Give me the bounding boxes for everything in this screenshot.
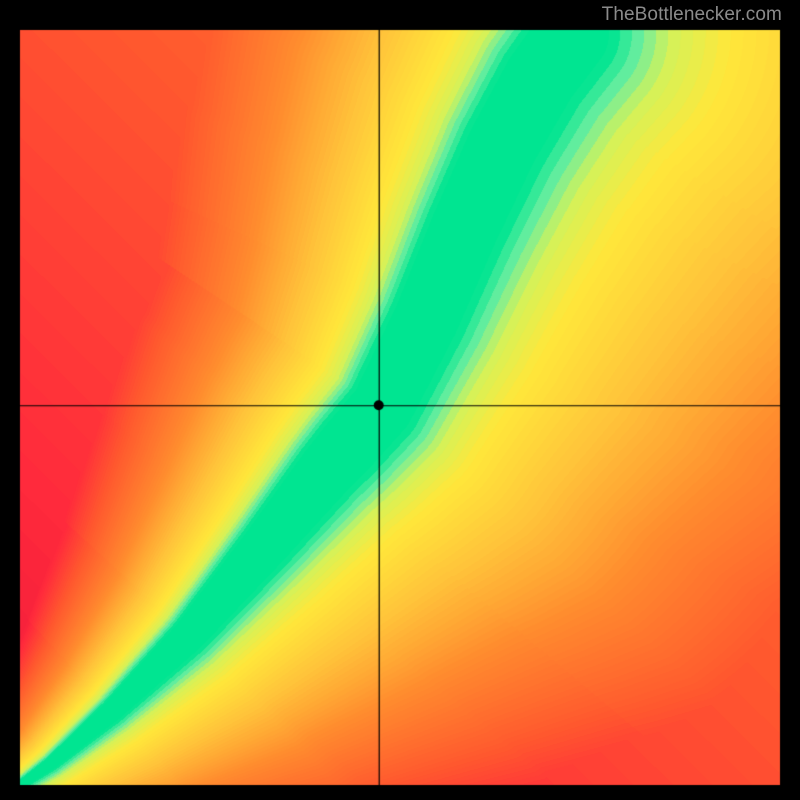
watermark-text: TheBottlenecker.com bbox=[602, 4, 782, 26]
chart-container: TheBottlenecker.com bbox=[0, 0, 800, 800]
heatmap-canvas bbox=[0, 0, 800, 800]
